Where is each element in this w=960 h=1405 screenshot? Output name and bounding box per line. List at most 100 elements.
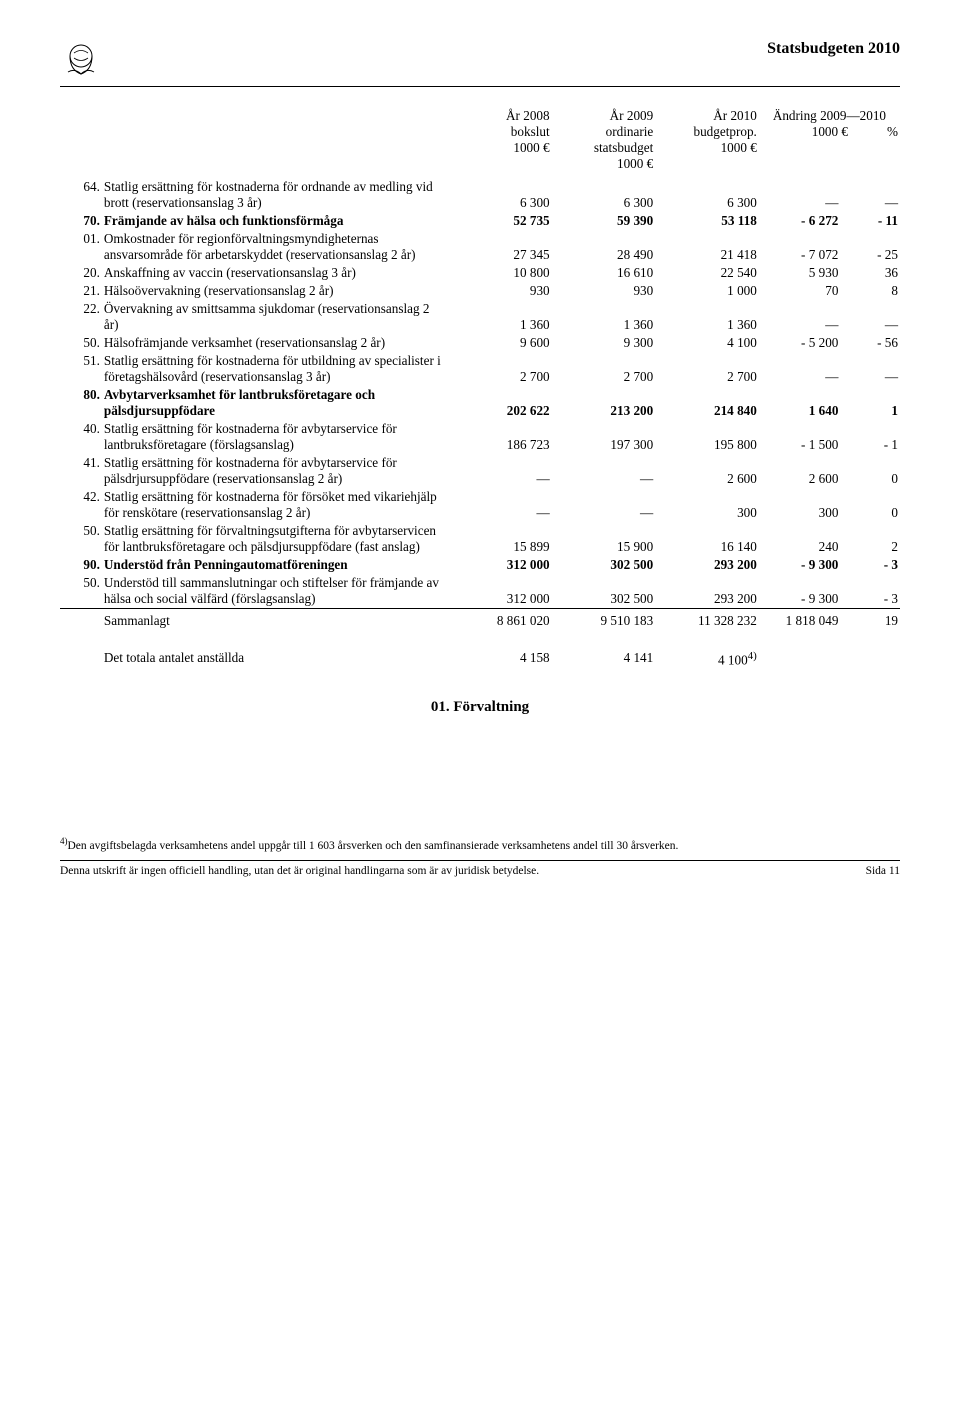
table-row: 80.Avbytarverksamhet för lantbruksföreta… [60, 386, 900, 420]
row-value: 15 899 [448, 522, 552, 556]
row-value: — [448, 454, 552, 488]
row-label: Statlig ersättning för förvaltningsutgif… [102, 522, 448, 556]
staff-value: 4 141 [552, 649, 656, 669]
row-label: Främjande av hälsa och funktionsförmåga [102, 212, 448, 230]
row-value: — [759, 352, 841, 386]
col-2009: År 2009 ordinarie statsbudget 1000 € [552, 107, 656, 178]
row-label: Statlig ersättning för kostnaderna för a… [102, 454, 448, 488]
row-value: 2 700 [655, 352, 759, 386]
row-value: - 9 300 [759, 556, 841, 574]
table-row: 50.Statlig ersättning för förvaltningsut… [60, 522, 900, 556]
footer-left: Denna utskrift är ingen officiell handli… [60, 865, 539, 877]
head-text: 1000 € [554, 156, 654, 172]
row-value: 186 723 [448, 420, 552, 454]
head-text: År 2008 [450, 108, 550, 124]
head-text: 1000 € [761, 124, 848, 140]
total-value: 9 510 183 [552, 609, 656, 634]
row-value: 1 [840, 386, 900, 420]
footnote: 4)Den avgiftsbelagda verksamhetens andel… [60, 836, 900, 861]
total-value: 11 328 232 [655, 609, 759, 634]
row-value: - 3 [840, 574, 900, 609]
row-code: 21. [60, 282, 102, 300]
col-2008: År 2008 bokslut 1000 € [448, 107, 552, 178]
doc-title: Statsbudgeten 2010 [767, 40, 900, 58]
row-code: 50. [60, 334, 102, 352]
row-value: 2 600 [759, 454, 841, 488]
col-2010: År 2010 budgetprop. 1000 € [655, 107, 759, 178]
row-value: — [759, 300, 841, 334]
row-value: 213 200 [552, 386, 656, 420]
row-code: 40. [60, 420, 102, 454]
row-code: 20. [60, 264, 102, 282]
page-footer: Denna utskrift är ingen officiell handli… [60, 865, 900, 877]
row-value: 5 930 [759, 264, 841, 282]
row-code: 80. [60, 386, 102, 420]
table-row: 70.Främjande av hälsa och funktionsförmå… [60, 212, 900, 230]
row-code: 90. [60, 556, 102, 574]
row-value: 2 700 [552, 352, 656, 386]
footnote-text: Den avgiftsbelagda verksamhetens andel u… [68, 840, 679, 852]
row-value: 930 [552, 282, 656, 300]
row-value: 10 800 [448, 264, 552, 282]
footnote-marker: 4) [60, 836, 68, 846]
page: Statsbudgeten 2010 År 2008 bokslut 1000 … [0, 0, 960, 907]
total-value: 8 861 020 [448, 609, 552, 634]
row-value: 6 300 [552, 178, 656, 212]
total-value: 1 818 049 [759, 609, 841, 634]
row-label: Understöd från Penningautomatföreningen [102, 556, 448, 574]
row-value: 52 735 [448, 212, 552, 230]
table-row: 01.Omkostnader för regionförvaltningsmyn… [60, 230, 900, 264]
row-value: — [840, 300, 900, 334]
row-value: - 1 500 [759, 420, 841, 454]
row-value: 21 418 [655, 230, 759, 264]
row-value: 27 345 [448, 230, 552, 264]
staff-row: Det totala antalet anställda4 1584 1414 … [60, 649, 900, 669]
row-label: Avbytarverksamhet för lantbruksföretagar… [102, 386, 448, 420]
table-row: 50.Understöd till sammanslutningar och s… [60, 574, 900, 609]
row-value: — [759, 178, 841, 212]
row-value: — [552, 488, 656, 522]
row-value: 930 [448, 282, 552, 300]
row-label: Hälsofrämjande verksamhet (reservationsa… [102, 334, 448, 352]
row-value: 28 490 [552, 230, 656, 264]
staff-label: Det totala antalet anställda [102, 649, 448, 669]
row-code: 42. [60, 488, 102, 522]
head-text: År 2010 [657, 108, 757, 124]
total-label: Sammanlagt [102, 609, 448, 634]
row-code: 41. [60, 454, 102, 488]
head-text: bokslut [450, 124, 550, 140]
row-value: 16 140 [655, 522, 759, 556]
row-value: 202 622 [448, 386, 552, 420]
row-code: 01. [60, 230, 102, 264]
table-row: 51.Statlig ersättning för kostnaderna fö… [60, 352, 900, 386]
total-row: Sammanlagt8 861 0209 510 18311 328 2321 … [60, 609, 900, 634]
row-value: 0 [840, 454, 900, 488]
row-value: 53 118 [655, 212, 759, 230]
table-row: 20.Anskaffning av vaccin (reservationsan… [60, 264, 900, 282]
staff-value: 4 158 [448, 649, 552, 669]
row-value: 16 610 [552, 264, 656, 282]
head-text: % [848, 124, 898, 140]
section-heading: 01. Förvaltning [60, 699, 900, 716]
table-row: 42.Statlig ersättning för kostnaderna fö… [60, 488, 900, 522]
row-value: 1 000 [655, 282, 759, 300]
row-code: 64. [60, 178, 102, 212]
table-row: 90.Understöd från Penningautomatförening… [60, 556, 900, 574]
row-value: 300 [759, 488, 841, 522]
row-value: 293 200 [655, 574, 759, 609]
row-value: 8 [840, 282, 900, 300]
head-text: År 2009 [554, 108, 654, 124]
row-label: Anskaffning av vaccin (reservationsansla… [102, 264, 448, 282]
row-value: 312 000 [448, 556, 552, 574]
row-value: 1 360 [448, 300, 552, 334]
row-value: 1 360 [655, 300, 759, 334]
table-row: 22.Övervakning av smittsamma sjukdomar (… [60, 300, 900, 334]
row-value: - 9 300 [759, 574, 841, 609]
row-value: 312 000 [448, 574, 552, 609]
row-label: Övervakning av smittsamma sjukdomar (res… [102, 300, 448, 334]
head-text: 1000 € [450, 140, 550, 156]
head-text: statsbudget [554, 140, 654, 156]
row-value: 15 900 [552, 522, 656, 556]
head-text: 1000 € [657, 140, 757, 156]
row-value: 2 600 [655, 454, 759, 488]
